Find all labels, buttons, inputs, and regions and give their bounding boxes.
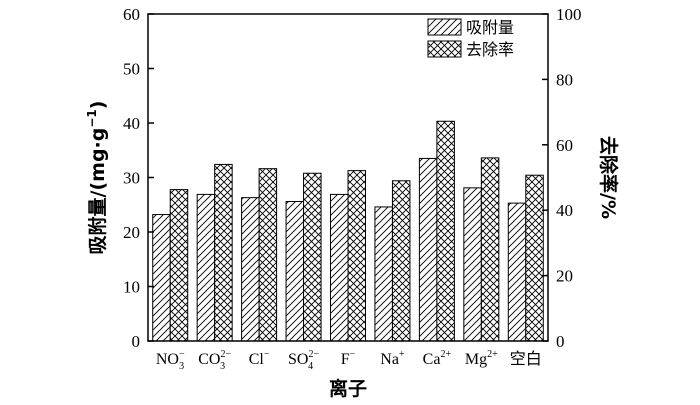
- legend-label: 吸附量: [466, 18, 514, 37]
- bar-removal-5: [391, 180, 411, 342]
- left-axis: 0 10 20 30 40 50 60: [123, 5, 154, 351]
- bar-adsorption-1: [196, 193, 216, 342]
- bar-removal-4: [347, 170, 366, 342]
- category-label: NO− 3: [156, 349, 185, 372]
- left-tick-label: 60: [123, 5, 140, 24]
- bar-adsorption-6: [418, 157, 438, 342]
- left-tick-label: 10: [123, 278, 140, 297]
- bar-removal-8: [525, 174, 544, 342]
- category-label: SO2− 4: [288, 349, 319, 372]
- bar-removal-3: [303, 172, 322, 342]
- x-axis-title: 离子: [329, 377, 367, 400]
- right-tick-label: 60: [556, 136, 573, 155]
- bar-adsorption-0: [152, 214, 171, 342]
- category-label: Mg2+: [465, 349, 498, 368]
- bar-adsorption-2: [241, 197, 260, 342]
- left-tick-label: 20: [123, 223, 140, 242]
- legend-swatch: [427, 18, 462, 36]
- left-tick-label: 0: [132, 332, 141, 351]
- left-tick-label: 40: [123, 114, 140, 133]
- category-label: Cl−: [249, 349, 270, 368]
- bars-layer: [152, 120, 544, 342]
- bar-removal-7: [480, 157, 500, 342]
- bar-removal-2: [258, 168, 278, 342]
- right-tick-label: 20: [556, 267, 573, 286]
- legend-label: 去除率: [466, 40, 514, 59]
- y-axis-title: 吸附量/(mg·g−1): [85, 101, 109, 255]
- left-tick-label: 30: [123, 169, 140, 188]
- x-axis: NO− 3 CO2− 3 Cl− SO2− 4 F− Na+ Ca2+ Mg2+ 空白: [156, 349, 542, 372]
- right-tick-label: 100: [556, 5, 582, 24]
- bar-removal-6: [436, 120, 455, 342]
- right-tick-label: 40: [556, 201, 573, 220]
- bar-adsorption-7: [463, 187, 482, 342]
- category-label: F−: [341, 349, 356, 368]
- bar-removal-0: [169, 189, 189, 342]
- right-tick-label: 0: [556, 332, 565, 351]
- category-label: Na+: [380, 349, 405, 368]
- bar-removal-1: [214, 163, 233, 342]
- bar-adsorption-4: [330, 193, 349, 342]
- category-label: CO2− 3: [198, 349, 231, 372]
- legend-swatch: [427, 40, 462, 58]
- right-tick-label: 80: [556, 70, 573, 89]
- category-label: Ca2+: [423, 349, 452, 368]
- y2-axis-title: 去除率/%: [597, 136, 620, 219]
- category-label: 空白: [510, 350, 542, 368]
- bar-adsorption-3: [285, 200, 305, 342]
- left-tick-label: 50: [123, 60, 140, 79]
- bar-adsorption-8: [507, 202, 527, 342]
- right-axis: 0 20 40 60 80 100: [542, 5, 582, 351]
- bar-adsorption-5: [374, 206, 393, 342]
